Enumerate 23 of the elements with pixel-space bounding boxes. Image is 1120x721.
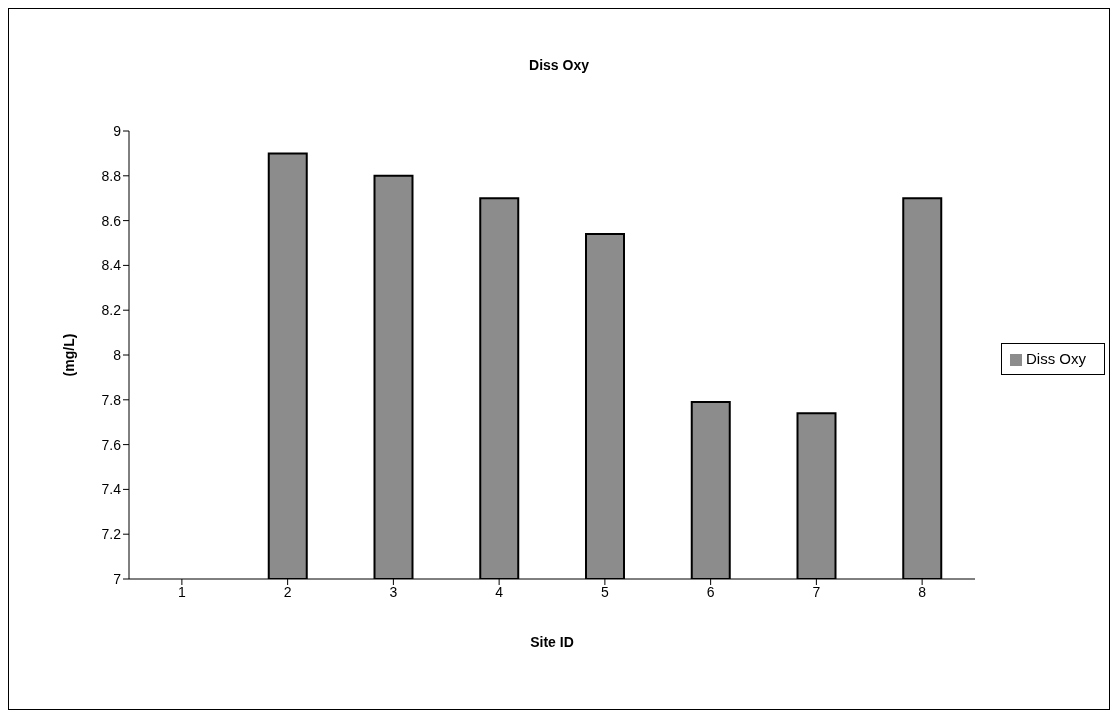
y-tick-label: 8 — [113, 346, 122, 363]
legend-label: Diss Oxy — [1026, 350, 1086, 367]
y-tick-label: 7.4 — [101, 481, 122, 498]
y-tick-label: 9 — [113, 122, 122, 139]
y-tick-label: 7 — [113, 570, 122, 587]
x-tick-label: 6 — [706, 583, 715, 600]
x-tick-label: 4 — [495, 583, 504, 600]
x-tick-label: 1 — [177, 583, 186, 600]
x-tick-label: 7 — [812, 583, 821, 600]
x-tick-label: 3 — [389, 583, 398, 600]
y-tick-label: 8.2 — [101, 302, 122, 319]
y-tick-label: 8.8 — [101, 167, 122, 184]
y-tick-label: 7.8 — [101, 391, 122, 408]
y-tick-label: 7.2 — [101, 526, 122, 543]
y-axis-title: (mg/L) — [60, 333, 77, 377]
chart-title: Diss Oxy — [528, 57, 590, 73]
y-tick-label: 7.6 — [101, 436, 122, 453]
y-tick-label: 8.6 — [101, 212, 122, 229]
x-tick-label: 5 — [600, 583, 609, 600]
x-tick-label: 2 — [283, 583, 292, 600]
y-tick-label: 8.4 — [101, 257, 122, 274]
x-axis-title: Site ID — [530, 634, 574, 650]
x-tick-label: 8 — [918, 583, 927, 600]
